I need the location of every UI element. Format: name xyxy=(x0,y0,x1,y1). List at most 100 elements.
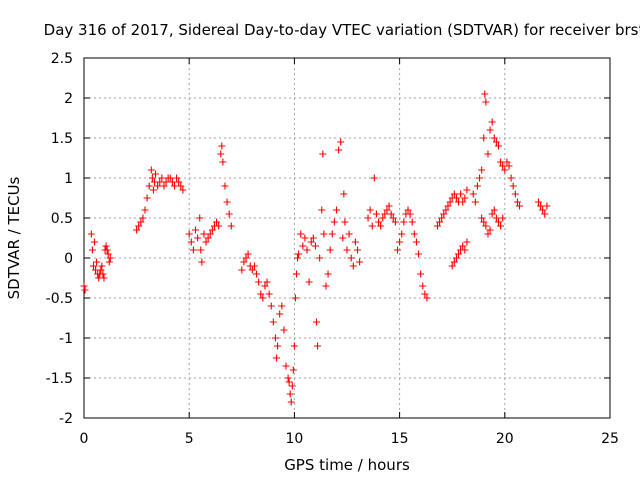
x-tick-label: 10 xyxy=(285,431,303,447)
data-point xyxy=(100,274,108,282)
data-point xyxy=(271,334,279,342)
x-tick-label: 25 xyxy=(601,431,619,447)
data-point xyxy=(486,226,494,234)
y-tick-label: -0.5 xyxy=(46,291,73,307)
data-point xyxy=(482,222,490,230)
data-point xyxy=(80,282,88,290)
data-point xyxy=(385,202,393,210)
data-point xyxy=(410,230,418,238)
data-point xyxy=(507,174,515,182)
data-point xyxy=(368,222,376,230)
data-point xyxy=(322,282,330,290)
data-point xyxy=(324,270,332,278)
data-point xyxy=(305,278,313,286)
data-point xyxy=(423,294,431,302)
data-point xyxy=(364,214,372,222)
data-point xyxy=(457,190,465,198)
data-point xyxy=(255,278,263,286)
data-point xyxy=(187,238,195,246)
data-point xyxy=(389,214,397,222)
data-point xyxy=(377,222,385,230)
data-point xyxy=(316,254,324,262)
data-point xyxy=(488,118,496,126)
data-point xyxy=(219,158,227,166)
data-point xyxy=(484,150,492,158)
data-point xyxy=(513,198,521,206)
data-point xyxy=(145,182,153,190)
data-point xyxy=(189,246,197,254)
data-point xyxy=(490,134,498,142)
data-point xyxy=(175,178,183,186)
data-point xyxy=(463,238,471,246)
data-point xyxy=(269,318,277,326)
data-point xyxy=(244,250,252,258)
data-point xyxy=(93,258,101,266)
data-point xyxy=(215,222,223,230)
data-point xyxy=(81,286,89,294)
data-point xyxy=(259,294,267,302)
data-point xyxy=(492,138,500,146)
data-point xyxy=(162,178,170,186)
data-point xyxy=(282,362,290,370)
data-point xyxy=(156,178,164,186)
data-point xyxy=(391,218,399,226)
data-point xyxy=(452,254,460,262)
data-point xyxy=(273,354,281,362)
data-point xyxy=(200,230,208,238)
data-point xyxy=(242,254,250,262)
y-tick-label: 2 xyxy=(64,91,73,107)
data-point xyxy=(492,214,500,222)
data-point xyxy=(154,182,162,190)
data-point xyxy=(278,302,286,310)
data-point xyxy=(285,378,293,386)
data-point xyxy=(267,302,275,310)
y-tick-label: 0 xyxy=(64,251,73,267)
data-point xyxy=(511,190,519,198)
data-point xyxy=(408,218,416,226)
data-point xyxy=(217,150,225,158)
data-point xyxy=(446,198,454,206)
data-point xyxy=(297,230,305,238)
data-point xyxy=(204,234,212,242)
data-point xyxy=(473,182,481,190)
data-point xyxy=(516,202,524,210)
data-point xyxy=(250,262,258,270)
data-point xyxy=(312,318,320,326)
data-point xyxy=(356,258,364,266)
data-point xyxy=(192,226,200,234)
data-point xyxy=(375,218,383,226)
data-point xyxy=(221,182,229,190)
data-point xyxy=(534,198,542,206)
data-point xyxy=(286,390,294,398)
data-point xyxy=(497,158,505,166)
data-point xyxy=(412,238,420,246)
data-point xyxy=(98,262,106,270)
data-point xyxy=(89,262,97,270)
data-point xyxy=(433,222,441,230)
data-point xyxy=(339,234,347,242)
data-point xyxy=(103,246,111,254)
data-point xyxy=(478,166,486,174)
data-points xyxy=(80,90,551,406)
data-point xyxy=(194,234,202,242)
data-point xyxy=(168,178,176,186)
data-point xyxy=(240,258,248,266)
chart-title: Day 316 of 2017, Sidereal Day-to-day VTE… xyxy=(44,21,640,39)
data-point xyxy=(330,218,338,226)
data-point xyxy=(480,134,488,142)
data-point xyxy=(488,210,496,218)
data-point xyxy=(379,214,387,222)
data-point xyxy=(537,202,545,210)
data-point xyxy=(133,226,141,234)
data-point xyxy=(326,246,334,254)
grid-lines xyxy=(84,58,610,418)
data-point xyxy=(291,294,299,302)
data-point xyxy=(276,310,284,318)
x-tick-label: 20 xyxy=(496,431,514,447)
y-tick-label: 0.5 xyxy=(51,211,73,227)
data-point xyxy=(148,174,156,182)
data-point xyxy=(400,218,408,226)
data-point xyxy=(340,190,348,198)
data-point xyxy=(543,202,551,210)
data-point xyxy=(295,250,303,258)
